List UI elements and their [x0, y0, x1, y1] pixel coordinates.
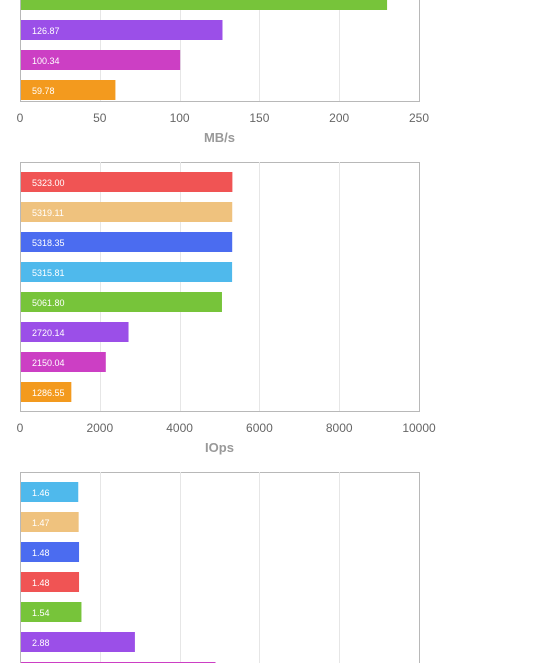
x-tick-label: 10000 — [402, 421, 436, 435]
bar — [21, 172, 233, 192]
bar-value-label: 59.78 — [32, 86, 55, 96]
bar-value-label: 1.48 — [32, 548, 50, 558]
bar-value-label: 1286.55 — [32, 388, 65, 398]
x-tick-label: 8000 — [326, 421, 353, 435]
bar-value-label: 1.46 — [32, 488, 50, 498]
x-tick-label: 0 — [17, 111, 24, 125]
bar — [21, 262, 233, 282]
bar — [21, 0, 388, 10]
bar-chart-1: 126.87 100.34 59.78 0 50 100 150 200 250 MB/s — [17, 0, 429, 145]
bar — [21, 482, 79, 502]
bar-value-label: 1.47 — [32, 518, 50, 528]
x-tick-label: 0 — [17, 421, 24, 435]
bar — [21, 50, 181, 70]
bar-chart-3: 1.46 1.47 1.48 1.48 1.54 2.88 — [20, 472, 420, 663]
bar — [21, 572, 80, 592]
bar-value-label: 2150.04 — [32, 358, 65, 368]
bar — [21, 80, 116, 100]
bar-value-label: 1.48 — [32, 578, 50, 588]
x-tick-label: 50 — [93, 111, 107, 125]
x-axis-label: IOps — [205, 440, 234, 455]
x-tick-label: 250 — [409, 111, 429, 125]
x-tick-label: 2000 — [86, 421, 113, 435]
bar-value-label: 2.88 — [32, 638, 50, 648]
bar-value-label: 100.34 — [32, 56, 60, 66]
bar-value-label: 5323.00 — [32, 178, 65, 188]
plot-frame — [20, 472, 420, 663]
bar — [21, 632, 135, 652]
bar-value-label: 126.87 — [32, 26, 60, 36]
x-tick-label: 150 — [249, 111, 269, 125]
bar — [21, 322, 129, 342]
bar-value-label: 5061.80 — [32, 298, 65, 308]
bar — [21, 292, 222, 312]
bar — [21, 382, 72, 402]
bar-value-label: 5319.11 — [32, 208, 64, 218]
x-tick-label: 100 — [170, 111, 190, 125]
bar — [21, 512, 79, 532]
bar-chart-2: 5323.00 5319.11 5318.35 5315.81 5061.80 2720.… — [17, 162, 436, 455]
bar-value-label: 2720.14 — [32, 328, 65, 338]
bar — [21, 202, 233, 222]
x-tick-label: 200 — [329, 111, 349, 125]
x-tick-label: 6000 — [246, 421, 273, 435]
bar — [21, 602, 82, 622]
bar — [21, 232, 233, 252]
bar-value-label: 1.54 — [32, 608, 50, 618]
bar-value-label: 5318.35 — [32, 238, 65, 248]
bar — [21, 352, 106, 372]
bar-value-label: 5315.81 — [32, 268, 65, 278]
plot-frame — [20, 162, 420, 412]
bar — [21, 20, 223, 40]
bar — [21, 542, 80, 562]
x-tick-label: 4000 — [166, 421, 193, 435]
x-axis-label: MB/s — [204, 130, 235, 145]
